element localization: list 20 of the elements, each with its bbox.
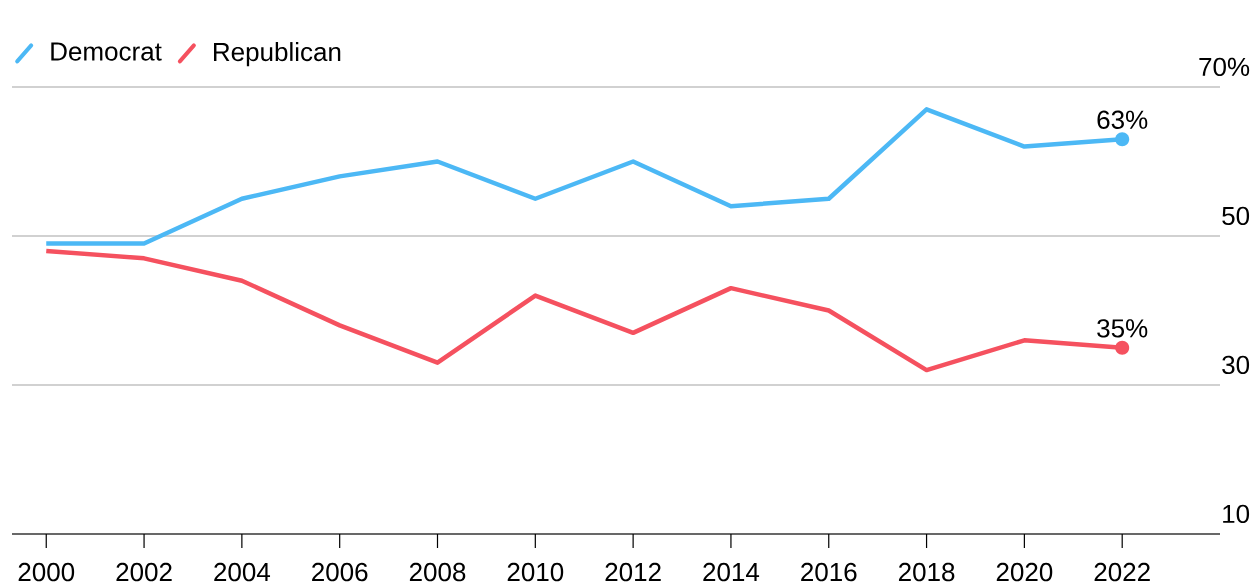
y-tick-label: 30 [1222,355,1250,375]
x-tick-label: 2000 [18,562,75,582]
x-tick-label: 2006 [312,562,368,582]
data-label: 63% [1097,110,1148,129]
data-label: 35% [1097,319,1148,338]
x-tick-label: 2018 [898,562,955,582]
y-tick-label: 50 [1222,206,1250,226]
x-tick-label: 2012 [605,562,661,582]
x-tick-label: 2010 [507,562,564,582]
x-tick-label: 2014 [703,562,760,582]
x-tick-label: 2008 [409,562,466,582]
x-tick-label: 2022 [1094,562,1150,582]
y-tick-label: 10 [1223,504,1250,524]
x-tick-label: 2004 [214,562,271,582]
x-tick-label: 2020 [996,562,1053,582]
y-tick-label: 70% [1199,57,1250,77]
legend-label: Republican [214,42,341,67]
x-tick-label: 2016 [801,562,857,582]
x-tick-label: 2002 [116,562,172,582]
legend-label: Democrat [51,42,162,61]
